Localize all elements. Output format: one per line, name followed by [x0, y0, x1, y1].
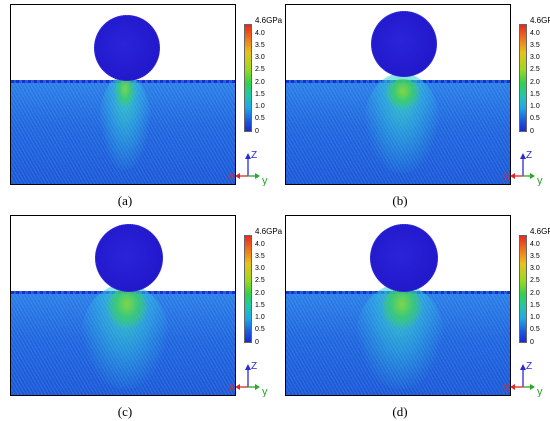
colorbar-tick-label: 1.0 [530, 314, 540, 321]
colorbar-tick-label: 3.5 [530, 253, 540, 260]
indenter-sphere [371, 11, 437, 77]
axis-y-label: y [262, 386, 268, 397]
colorbar-tick-label: 4.0 [255, 30, 265, 37]
axis-triad-icon: Z X y [503, 361, 543, 397]
stress-core [382, 288, 422, 328]
colorbar-tick-label: 1.0 [255, 103, 265, 110]
colorbar-tick-label: 4.0 [530, 30, 540, 37]
panel-label: (c) [117, 404, 133, 419]
colorbar-tick-label: 0.5 [530, 115, 540, 122]
colorbar-tick-label: 0.5 [530, 326, 540, 333]
axis-z-label: Z [251, 150, 257, 161]
colorbar-tick-label: 0 [255, 339, 259, 346]
colorbar-tick-label: 1.0 [530, 103, 540, 110]
axis-triad-icon: Z X y [503, 150, 543, 186]
stress-core [107, 288, 147, 328]
colorbar-tick-label: 2.0 [255, 290, 265, 297]
axis-x-label: X [228, 172, 235, 183]
colorbar-tick-label: 2.0 [530, 79, 540, 86]
colorbar-max-label: 4.6GPa [255, 16, 283, 25]
indenter-sphere [94, 15, 160, 81]
indenter-sphere [95, 224, 163, 292]
simulation-frame [10, 4, 236, 185]
colorbar-tick-label: 3.0 [530, 265, 540, 272]
colorbar-tick-label: 2.0 [530, 290, 540, 297]
axis-triad-icon: Z X y [228, 150, 268, 186]
colorbar-max-label: 4.6GPa [530, 16, 550, 25]
stress-core [115, 77, 135, 107]
colorbar-tick-label: 0.5 [255, 326, 265, 333]
axis-z-label: Z [526, 150, 532, 161]
panel-label: (a) [117, 193, 133, 208]
figure-panel-d: 4.6GPa 4.0 3.5 3.0 2.5 2.0 1.5 1.0 0.5 0 Z Xy (d) [275, 211, 550, 421]
axis-y-label: y [262, 175, 268, 186]
colorbar-tick-label: 2.0 [255, 79, 265, 86]
indenter-sphere [370, 224, 438, 292]
axis-x-label: X [503, 172, 510, 183]
axis-z-label: Z [526, 361, 532, 372]
panel-label: (d) [392, 404, 408, 419]
panel-label: (b) [392, 193, 408, 208]
axis-x-label: X [228, 383, 235, 394]
colorbar-tick-label: 2.5 [255, 277, 265, 284]
stress-colorbar [244, 24, 252, 132]
axis-triad-icon: Z X y [228, 361, 268, 397]
colorbar-tick-label: 1.0 [255, 314, 265, 321]
colorbar-tick-label: 0.5 [255, 115, 265, 122]
stress-colorbar [519, 235, 527, 343]
colorbar-max-label: 4.6GPa [530, 227, 550, 236]
colorbar-tick-label: 1.5 [530, 91, 540, 98]
colorbar-tick-label: 3.5 [255, 253, 265, 260]
colorbar-tick-label: 3.0 [530, 54, 540, 61]
axis-y-label: y [537, 386, 543, 397]
colorbar-tick-label: 3.5 [255, 42, 265, 49]
stress-core [386, 79, 420, 109]
simulation-frame [10, 215, 236, 396]
axis-z-label: Z [251, 361, 257, 372]
colorbar-tick-label: 1.5 [255, 302, 265, 309]
colorbar-tick-label: 2.5 [255, 66, 265, 73]
colorbar-tick-label: 3.0 [255, 265, 265, 272]
colorbar-tick-label: 2.5 [530, 66, 540, 73]
colorbar-tick-label: 4.0 [530, 241, 540, 248]
colorbar-tick-label: 2.5 [530, 277, 540, 284]
colorbar-tick-label: 1.5 [255, 91, 265, 98]
simulation-frame [285, 4, 511, 185]
colorbar-max-label: 4.6GPa [255, 227, 283, 236]
colorbar-tick-label: 1.5 [530, 302, 540, 309]
stress-colorbar [519, 24, 527, 132]
colorbar-tick-label: 4.0 [255, 241, 265, 248]
colorbar-tick-label: 0 [255, 128, 259, 135]
stress-colorbar [244, 235, 252, 343]
simulation-frame [285, 215, 511, 396]
colorbar-tick-label: 0 [530, 128, 534, 135]
figure-panel-b: 4.6GPa 4.0 3.5 3.0 2.5 2.0 1.5 1.0 0.5 0 Z Xy (b) [275, 0, 550, 210]
colorbar-tick-label: 3.0 [255, 54, 265, 61]
colorbar-tick-label: 3.5 [530, 42, 540, 49]
colorbar-tick-label: 0 [530, 339, 534, 346]
axis-x-label: X [503, 383, 510, 394]
axis-y-label: y [537, 175, 543, 186]
